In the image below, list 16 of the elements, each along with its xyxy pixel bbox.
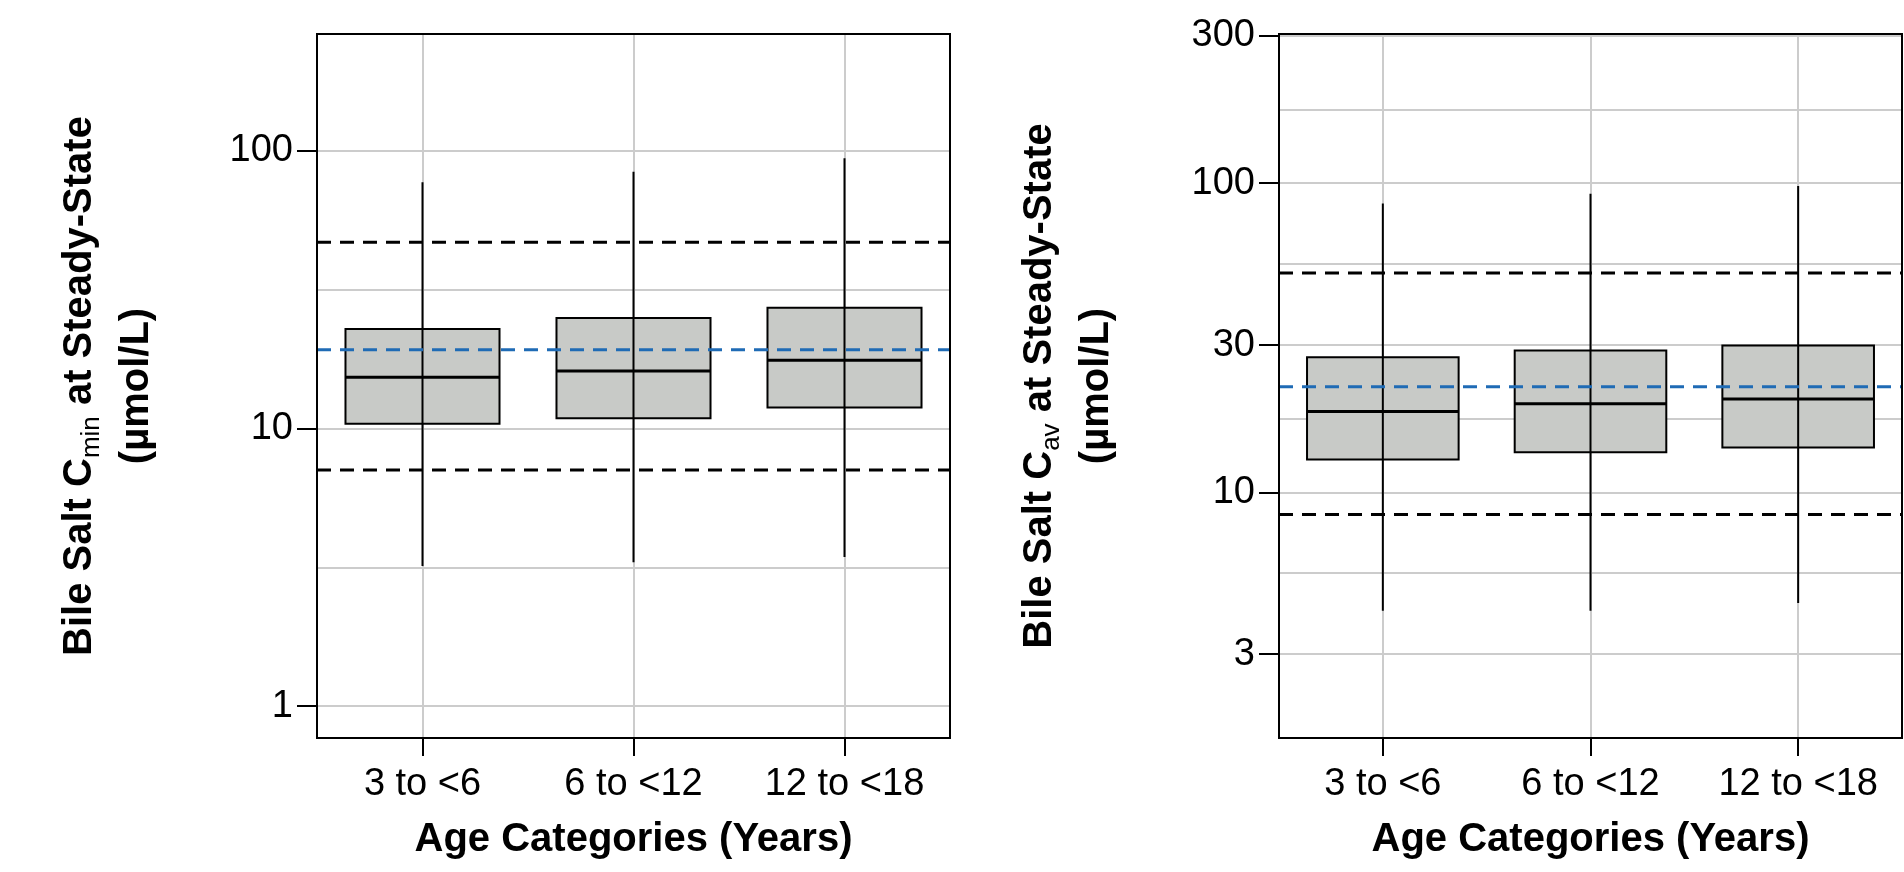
y-tick-label: 3 bbox=[1233, 630, 1255, 673]
y-tick-label: 1 bbox=[271, 682, 293, 725]
x-tick-label: 12 to <18 bbox=[1718, 761, 1878, 804]
x-axis-title: Age Categories (Years) bbox=[414, 815, 853, 860]
x-axis-title: Age Categories (Years) bbox=[1371, 815, 1810, 860]
x-tick-label: 6 to <12 bbox=[1521, 761, 1660, 804]
x-tick-label: 3 to <6 bbox=[363, 761, 482, 804]
y-tick-label: 10 bbox=[250, 405, 293, 448]
y-tick-label: 100 bbox=[229, 127, 293, 170]
y-tick-label: 30 bbox=[1212, 321, 1255, 364]
x-tick-label: 3 to <6 bbox=[1324, 761, 1442, 804]
y-tick-label: 100 bbox=[1191, 159, 1255, 202]
x-tick-label: 6 to <12 bbox=[564, 761, 703, 804]
x-tick-label: 12 to <18 bbox=[764, 761, 925, 804]
y-tick-label: 10 bbox=[1212, 469, 1255, 512]
y-tick-label: 300 bbox=[1191, 12, 1255, 55]
